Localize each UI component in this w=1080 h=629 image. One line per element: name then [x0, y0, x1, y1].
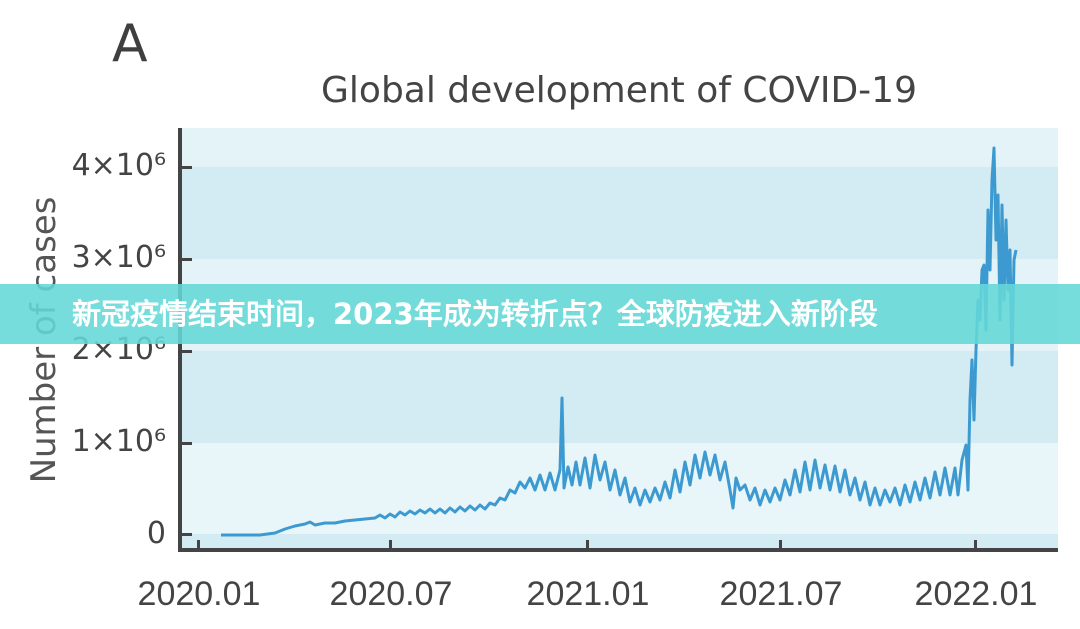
x-tick: [389, 540, 392, 550]
y-tick: [182, 350, 192, 353]
grid-band: [180, 167, 1058, 259]
x-tick: [197, 540, 200, 550]
headline-text: 新冠疫情结束时间，2023年成为转折点？全球防疫进入新阶段: [72, 297, 878, 331]
x-tick-label: 2022.01: [914, 575, 1038, 613]
x-tick-label: 2021.01: [526, 575, 650, 613]
panel-label: A: [112, 14, 148, 74]
y-tick-label: 3×10⁶: [71, 240, 166, 275]
y-tick: [182, 533, 192, 536]
y-tick-label: 0: [146, 516, 166, 551]
grid-band: [180, 351, 1058, 443]
y-tick-label: 1×10⁶: [71, 424, 166, 459]
x-tick-label: 2020.01: [137, 575, 261, 613]
chart-title: Global development of COVID-19: [321, 70, 917, 111]
grid-band: [180, 534, 1058, 548]
line-path: [221, 146, 1018, 537]
x-tick-label: 2021.07: [719, 575, 843, 613]
x-tick: [974, 540, 977, 550]
x-tick: [586, 540, 589, 550]
headline-banner: 新冠疫情结束时间，2023年成为转折点？全球防疫进入新阶段: [0, 284, 1080, 344]
grid-band: [180, 128, 1058, 167]
x-tick: [779, 540, 782, 550]
y-tick: [182, 166, 192, 169]
x-tick-label: 2020.07: [329, 575, 453, 613]
y-tick-label: 4×10⁶: [71, 148, 166, 183]
x-axis: [178, 548, 1058, 552]
y-tick: [182, 442, 192, 445]
y-tick: [182, 258, 192, 261]
